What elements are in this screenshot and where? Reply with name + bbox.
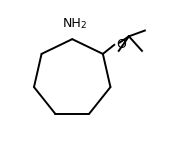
Text: O: O [116,38,126,51]
Text: 2: 2 [80,21,86,30]
Text: NH: NH [63,17,82,30]
